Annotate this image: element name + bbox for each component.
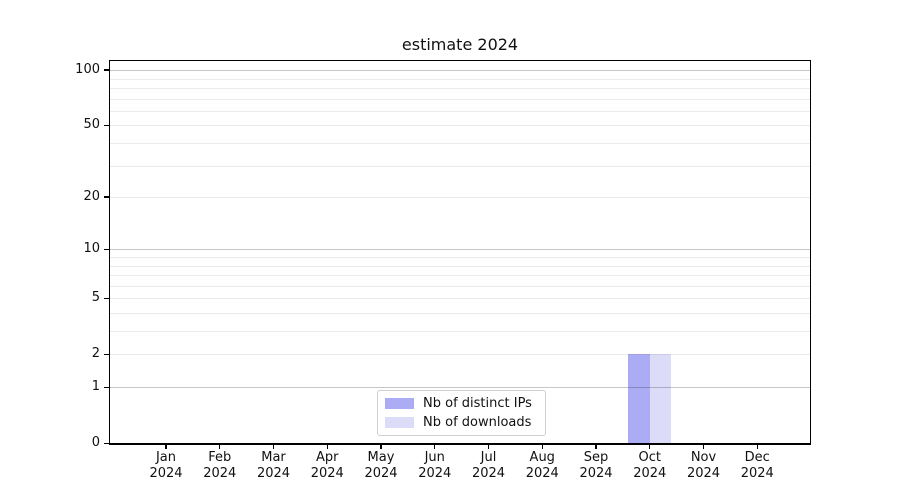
gridline-minor [110,313,810,315]
x-tick-year: 2024 [525,466,559,482]
x-tick-month: Mar [261,450,286,466]
x-tick-year: 2024 [364,466,398,482]
axis-spine [108,59,110,445]
gridline-minor [110,165,810,167]
legend-box: Nb of distinct IPs Nb of downloads [377,390,546,436]
gridline-major [110,70,810,72]
x-tick-mark [702,444,705,450]
gridline-minor [110,110,810,112]
x-tick-month: Jul [480,450,497,466]
plot-area [110,61,810,444]
gridline-minor [110,257,810,259]
axis-spine [810,59,812,445]
y-tick-mark [103,442,109,444]
x-tick-mark [165,444,167,450]
y-tick-mark [103,386,109,388]
legend-label: Nb of distinct IPs [423,395,532,411]
x-tick-label: Oct 2024 [618,450,682,482]
axis-spine [108,443,812,445]
bar-nb-of-downloads [649,354,672,444]
x-tick-year: 2024 [579,466,613,482]
gridline-major [110,387,810,389]
gridline-minor [110,197,810,199]
x-tick-mark [595,444,597,450]
gridline-minor [110,265,810,267]
gridline-minor [110,125,810,127]
gridline-minor [110,285,810,287]
y-tick-mark [103,248,109,251]
y-tick-label: 50 [83,117,100,133]
gridline-minor [110,78,810,80]
x-tick-year: 2024 [633,466,667,482]
x-tick-mark [434,444,436,450]
y-tick-label: 5 [91,290,100,306]
y-tick-mark [103,124,109,127]
x-tick-month: Jan [155,450,177,466]
y-tick-mark [103,69,109,71]
x-tick-year: 2024 [418,466,452,482]
x-tick-label: Apr 2024 [295,450,359,482]
legend-color-swatch [385,397,414,409]
x-tick-label: Mar 2024 [242,450,306,482]
y-tick-mark [103,196,109,198]
gridline-major [110,249,810,251]
y-tick-label: 0 [91,435,100,451]
x-tick-label: May 2024 [349,450,413,482]
x-tick-mark [487,444,490,450]
x-tick-label: Nov 2024 [672,450,736,482]
x-tick-year: 2024 [310,466,344,482]
gridline-minor [110,298,810,300]
x-tick-month: Apr [316,450,339,466]
x-tick-mark [272,444,275,450]
x-tick-year: 2024 [203,466,237,482]
x-tick-label: Jun 2024 [403,450,467,482]
legend-label: Nb of downloads [423,415,532,431]
legend-item: Nb of downloads [385,414,539,432]
x-tick-mark [541,444,543,450]
x-tick-mark [756,444,758,450]
y-tick-label: 100 [75,62,100,78]
x-tick-mark [380,444,382,450]
y-tick-label: 20 [83,189,100,205]
gridline-minor [110,275,810,277]
x-tick-label: Aug 2024 [510,450,574,482]
x-tick-label: Feb 2024 [188,450,252,482]
legend-item: Nb of distinct IPs [385,394,539,412]
x-tick-year: 2024 [686,466,721,482]
gridline-minor [110,142,810,144]
gridline-minor [110,87,810,89]
x-tick-mark [326,444,328,450]
y-tick-label: 10 [83,241,100,257]
y-tick-label: 1 [91,379,100,395]
gridline-minor [110,354,810,356]
x-tick-label: Jul 2024 [457,450,521,482]
x-tick-month: May [367,450,395,466]
x-tick-mark [219,444,221,450]
x-tick-year: 2024 [740,466,774,482]
x-tick-month: Dec [744,450,770,466]
x-tick-mark [649,444,651,450]
x-tick-year: 2024 [149,466,183,482]
x-tick-month: Feb [208,450,232,466]
x-tick-label: Dec 2024 [725,450,789,482]
x-tick-month: Sep [583,450,609,466]
x-tick-year: 2024 [256,466,291,482]
y-tick-label: 2 [91,346,100,362]
gridline-minor [110,98,810,100]
x-tick-month: Nov [690,450,717,466]
x-tick-month: Oct [638,450,661,466]
y-tick-mark [103,297,109,300]
chart-title: estimate 2024 [401,35,519,54]
x-tick-month: Aug [529,450,555,466]
x-tick-label: Jan 2024 [134,450,198,482]
bar-nb-of-distinct-ips [628,354,650,444]
axis-spine [108,59,812,61]
x-tick-label: Sep 2024 [564,450,628,482]
x-tick-month: Jun [424,450,445,466]
x-tick-year: 2024 [471,466,506,482]
gridline-minor [110,331,810,333]
legend-color-swatch [385,417,414,429]
y-tick-mark [103,353,109,356]
